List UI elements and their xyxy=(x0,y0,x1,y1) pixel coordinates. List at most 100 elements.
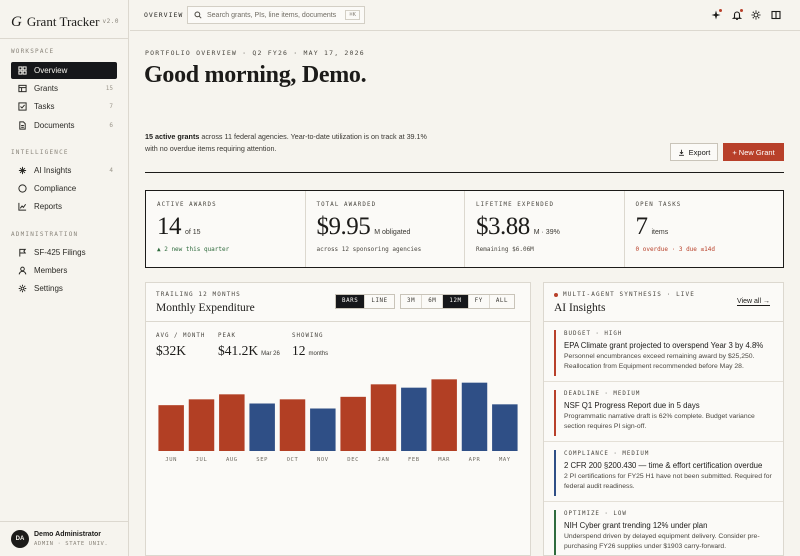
severity-bar xyxy=(554,330,556,376)
stat-subtext: 0 overdue · 3 due ≤14d xyxy=(635,246,715,253)
x-tick-label: MAR xyxy=(438,457,450,463)
sidebar-item-grants[interactable]: Grants 15 xyxy=(11,80,117,97)
range-12m[interactable]: 12M xyxy=(443,295,469,308)
sidebar-item-label: Settings xyxy=(34,284,63,293)
insight-body: Underspend driven by delayed equipment d… xyxy=(564,533,760,550)
brand[interactable]: G Grant Tracker v2.0 xyxy=(11,12,119,32)
x-tick-label: FEB xyxy=(408,457,420,463)
toggle-bars[interactable]: BARS xyxy=(336,295,366,308)
range-all[interactable]: ALL xyxy=(495,298,509,304)
toggle-line[interactable]: LINE xyxy=(371,298,388,304)
stat-label: TOTAL AWARDED xyxy=(316,202,377,208)
insight-item[interactable]: DEADLINE · MEDIUM NSF Q1 Progress Report… xyxy=(544,382,783,442)
bar-jun[interactable] xyxy=(158,405,184,451)
x-tick-label: JUN xyxy=(165,457,177,463)
bar-feb[interactable] xyxy=(401,387,427,451)
x-tick-label: NOV xyxy=(317,457,329,463)
stat-value: $9.95 xyxy=(316,213,371,240)
severity-bar xyxy=(554,510,556,555)
brand-logo: G xyxy=(11,13,22,30)
sidebar-item-members[interactable]: Members xyxy=(11,262,117,279)
bar-jan[interactable] xyxy=(370,384,397,451)
sidebar-item-compliance[interactable]: Compliance xyxy=(11,180,117,197)
range-6m[interactable]: 6M xyxy=(422,295,444,308)
bar-aug[interactable] xyxy=(219,394,245,451)
search-input[interactable]: Search grants, PIs, line items, document… xyxy=(187,6,365,24)
version-label: v2.0 xyxy=(102,18,119,25)
export-button[interactable]: Export xyxy=(670,143,718,161)
bar-sep[interactable] xyxy=(249,403,275,452)
range-fy[interactable]: FY xyxy=(469,295,490,308)
sidebar-item-ai-insights[interactable]: AI Insights 4 xyxy=(11,162,117,179)
chart-range-toggle: 3M 6M 12M FY ALL xyxy=(400,294,516,309)
stat-lifetime-expended[interactable]: LIFETIME EXPENDED $3.88 M · 39% Remaining… xyxy=(465,191,625,267)
insights-divider xyxy=(544,321,783,322)
expenditure-chart-card: TRAILING 12 MONTHS Monthly Expenditure B… xyxy=(145,282,531,556)
insights-title: AI Insights xyxy=(554,302,606,314)
sparkle-icon xyxy=(16,165,28,177)
sidebar-item-tasks[interactable]: Tasks 7 xyxy=(11,98,117,115)
bar-dec[interactable] xyxy=(340,396,366,451)
insight-body: Personnel encumbrances exceed remaining … xyxy=(564,353,755,370)
kpi-label: AVG / MONTH xyxy=(156,333,206,339)
chart-title: Monthly Expenditure xyxy=(156,302,255,314)
expenditure-bar-chart: JUN JUL AUG SEP OCT NOV DEC JAN FEB MAR APR MAY xyxy=(158,379,518,463)
sidebar-item-label: Grants xyxy=(34,84,59,93)
stat-value: 14 xyxy=(157,213,182,240)
kpi-value: $41.2K xyxy=(218,343,259,358)
insight-title: NSF Q1 Progress Report due in 5 days xyxy=(564,401,700,410)
bar-jul[interactable] xyxy=(188,399,215,451)
gear-icon xyxy=(16,283,28,295)
insight-item[interactable]: BUDGET · HIGH EPA Climate grant projecte… xyxy=(544,322,783,382)
x-tick-label: APR xyxy=(469,457,481,463)
sidebar-item-sf425-filings[interactable]: SF-425 Filings xyxy=(11,244,117,261)
bar-nov[interactable] xyxy=(310,408,336,452)
kpi-label: SHOWING xyxy=(292,333,324,339)
range-3m[interactable]: 3M xyxy=(401,295,423,308)
ai-sparkle-button[interactable] xyxy=(710,9,722,21)
new-grant-button[interactable]: + New Grant xyxy=(723,143,784,161)
view-all-link[interactable]: View all → xyxy=(737,298,770,306)
panel-toggle-button[interactable] xyxy=(770,9,782,21)
sidebar-item-label: Members xyxy=(34,266,68,275)
kpi-suffix: Mar 26 xyxy=(261,351,280,357)
notifications-button[interactable] xyxy=(731,9,743,21)
insight-item[interactable]: OPTIMIZE · LOW NIH Cyber grant trending … xyxy=(544,502,783,555)
bar-oct[interactable] xyxy=(279,399,306,451)
insight-item[interactable]: COMPLIANCE · MEDIUM 2 CFR 200 §200.430 —… xyxy=(544,442,783,502)
sidebar-item-documents[interactable]: Documents 6 xyxy=(11,117,117,134)
header-rule xyxy=(145,172,784,173)
stat-unit: items xyxy=(651,229,669,236)
user-profile[interactable]: DA Demo Administrator ADMIN · STATE UNIV… xyxy=(8,527,126,551)
bar-apr[interactable] xyxy=(461,382,488,451)
insights-eyebrow: MULTI-AGENT SYNTHESIS · LIVE xyxy=(554,291,695,298)
sidebar-item-settings[interactable]: Settings xyxy=(11,280,117,297)
theme-toggle-button[interactable] xyxy=(750,9,762,21)
stat-label: ACTIVE AWARDS xyxy=(157,202,217,208)
stat-open-tasks[interactable]: OPEN TASKS 7 items 0 overdue · 3 due ≤14d xyxy=(625,191,784,267)
severity-bar xyxy=(554,450,556,496)
notification-dot xyxy=(740,9,743,12)
section-label-workspace: WORKSPACE xyxy=(11,48,55,55)
stat-label: LIFETIME EXPENDED xyxy=(476,202,555,208)
kpi-showing: SHOWING 12 months xyxy=(292,333,328,359)
bar-mar[interactable] xyxy=(431,379,457,451)
user-name: Demo Administrator xyxy=(34,531,102,538)
count-badge: 4 xyxy=(109,167,113,174)
table-icon xyxy=(16,83,28,95)
chart-eyebrow: TRAILING 12 MONTHS xyxy=(156,291,241,298)
stat-total-awarded[interactable]: TOTAL AWARDED $9.95 M obligated across 12… xyxy=(306,191,465,267)
count-badge: 15 xyxy=(105,85,113,92)
grid-icon xyxy=(16,65,28,77)
sidebar-item-label: AI Insights xyxy=(34,166,72,175)
shield-icon xyxy=(16,183,28,195)
sidebar-item-overview[interactable]: Overview xyxy=(11,62,117,79)
person-icon xyxy=(16,265,28,277)
x-tick-label: JUL xyxy=(196,457,208,463)
bar-may[interactable] xyxy=(492,404,518,451)
stats-panel: ACTIVE AWARDS 14 of 15 ▲ 2 new this quart… xyxy=(145,190,784,268)
insight-title: 2 CFR 200 §200.430 — time & effort certi… xyxy=(564,461,763,470)
stat-active-awards[interactable]: ACTIVE AWARDS 14 of 15 ▲ 2 new this quart… xyxy=(146,191,306,267)
sidebar-panel-icon xyxy=(771,10,781,20)
sidebar-item-reports[interactable]: Reports xyxy=(11,198,117,215)
